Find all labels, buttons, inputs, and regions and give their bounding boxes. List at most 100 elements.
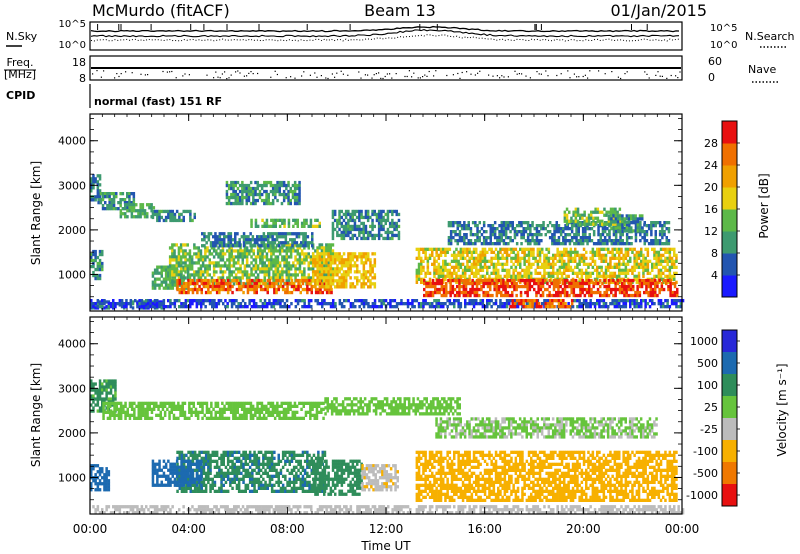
nave-dot — [219, 77, 221, 79]
nave-dot — [617, 76, 619, 78]
power-cell — [298, 264, 302, 268]
power-cell — [151, 283, 155, 287]
power-cell — [627, 278, 631, 283]
power-cell — [373, 236, 376, 241]
power-cell — [349, 261, 352, 265]
power-cell — [162, 302, 166, 306]
nave-dot — [426, 75, 428, 77]
power-cell — [633, 299, 636, 303]
power-cell — [667, 227, 671, 231]
power-cell — [139, 212, 142, 216]
power-cell — [329, 270, 333, 274]
power-cell — [237, 270, 240, 274]
power-cell — [284, 232, 288, 236]
power-cell — [191, 299, 194, 303]
power-cell — [622, 271, 625, 275]
power-cell — [356, 255, 359, 259]
power-cell — [530, 271, 533, 275]
power-cell — [147, 305, 150, 309]
nave-dot — [646, 73, 648, 75]
power-cell — [109, 305, 113, 309]
nave-dot — [598, 70, 600, 72]
power-cell — [94, 177, 97, 181]
power-cell — [323, 261, 326, 265]
power-cell — [524, 299, 528, 303]
power-cell — [338, 209, 341, 214]
power-cell — [449, 221, 453, 225]
power-cell — [263, 201, 266, 206]
power-cell — [637, 262, 641, 266]
power-cell — [373, 276, 377, 280]
power-cell — [501, 302, 504, 306]
power-cell — [502, 221, 506, 225]
power-cell — [645, 233, 649, 237]
power-cell — [380, 302, 383, 306]
power-cell — [635, 280, 639, 284]
power-cell — [215, 290, 219, 295]
power-cell — [362, 252, 366, 256]
nave-dot — [342, 73, 344, 75]
power-cell — [248, 302, 251, 306]
power-cell — [557, 230, 561, 234]
power-cell — [366, 236, 370, 241]
power-cell — [271, 201, 275, 206]
power-cell — [618, 280, 621, 284]
power-cell — [234, 249, 238, 253]
power-cell — [336, 252, 339, 256]
power-cell — [464, 305, 467, 309]
power-cell — [676, 287, 679, 292]
power-cell — [487, 236, 490, 240]
power-cell — [673, 250, 676, 254]
nave-dot — [316, 76, 318, 78]
power-cell — [523, 250, 526, 254]
power-cell — [294, 276, 297, 280]
power-cell — [504, 221, 508, 225]
power-cell — [543, 299, 546, 303]
power-cell — [521, 274, 524, 278]
power-cell — [522, 221, 525, 225]
power-cell — [278, 218, 282, 222]
power-cell — [463, 236, 466, 240]
power-cell — [468, 247, 471, 251]
power-cell — [502, 278, 505, 283]
power-cell — [467, 227, 470, 231]
power-cell — [646, 268, 650, 272]
power-cell — [182, 255, 185, 259]
power-cell — [450, 265, 454, 269]
power-cell — [112, 204, 116, 208]
power-cell — [143, 209, 147, 213]
power-cell — [470, 256, 474, 260]
power-cell — [336, 218, 339, 223]
power-cell — [667, 239, 671, 243]
power-cell — [178, 281, 181, 286]
power-cell — [294, 243, 297, 247]
power-cell — [482, 293, 485, 298]
power-cell — [453, 287, 457, 292]
power-cell — [101, 252, 104, 257]
power-cell — [491, 278, 494, 283]
power-cell — [175, 255, 178, 259]
power-cell — [353, 285, 357, 289]
power-cell — [643, 290, 646, 295]
power-cell — [659, 262, 663, 266]
power-cell — [184, 243, 187, 247]
power-cell — [193, 276, 196, 280]
power-cell — [565, 274, 568, 278]
power-cell — [438, 281, 441, 286]
power-cell — [535, 242, 539, 246]
power-cell — [272, 273, 275, 277]
power-cell — [602, 302, 606, 306]
power-cell — [286, 284, 289, 289]
power-cell — [470, 268, 474, 272]
power-cell — [526, 287, 529, 292]
power-cell — [648, 305, 652, 309]
power-cell — [634, 236, 638, 240]
power-cell — [258, 235, 261, 239]
power-cell — [171, 302, 174, 306]
power-cell — [180, 302, 183, 306]
power-cell — [135, 203, 138, 207]
power-cell — [112, 305, 115, 309]
power-cell — [274, 186, 277, 191]
power-cell — [380, 215, 383, 220]
power-cell — [494, 274, 498, 278]
